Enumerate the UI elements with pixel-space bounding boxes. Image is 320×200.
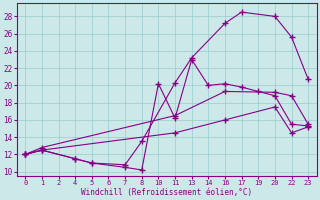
X-axis label: Windchill (Refroidissement éolien,°C): Windchill (Refroidissement éolien,°C) bbox=[81, 188, 252, 197]
